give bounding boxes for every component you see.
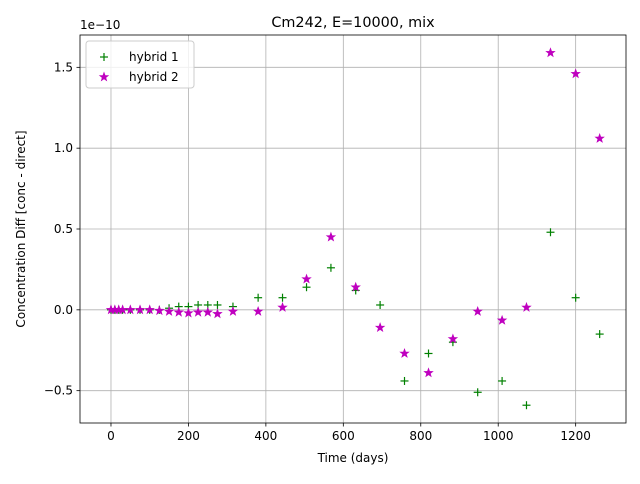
- hybrid-2-data-point: [521, 301, 532, 312]
- hybrid-2-data-point: [125, 304, 136, 315]
- hybrid-2-data-point: [277, 301, 288, 312]
- x-tick-label: 200: [177, 429, 200, 443]
- hybrid-1-data-point: [595, 330, 604, 339]
- x-tick-label: 1200: [560, 429, 591, 443]
- x-tick-label: 800: [409, 429, 432, 443]
- hybrid-2-data-point: [154, 305, 165, 316]
- y-tick-label: 1.0: [54, 141, 73, 155]
- hybrid-2-data-point: [399, 348, 410, 358]
- legend-label-hybrid-1: hybrid 1: [129, 50, 179, 64]
- legend-symbol-hybrid-1: [100, 53, 108, 61]
- legend-label-hybrid-2: hybrid 2: [129, 70, 179, 84]
- tick-layer: 0 200 400 600 800 1000 1200 −0.5 0.0 0.5 1.0 1.5: [44, 60, 591, 443]
- hybrid-2-data-point: [496, 314, 508, 325]
- hybrid-2-data-point: [570, 68, 581, 79]
- x-tick-label: 400: [254, 429, 277, 443]
- hybrid-2-data-point: [173, 306, 184, 317]
- hybrid-2-data-point: [163, 305, 175, 316]
- grid-layer: [80, 35, 626, 423]
- legend-symbol-hybrid-2: [98, 71, 110, 82]
- hybrid-1-data-point: [254, 293, 263, 302]
- hybrid-1-data-point: [473, 388, 482, 397]
- hybrid-1-data-point: [522, 401, 531, 410]
- chart-title: Cm242, E=10000, mix: [271, 15, 435, 31]
- hybrid-2-data-point: [350, 281, 361, 292]
- x-tick-label: 1000: [483, 429, 514, 443]
- x-tick-label: 0: [107, 429, 115, 443]
- hybrid-2-data-point: [202, 306, 213, 317]
- hybrid-1-data-point: [571, 293, 580, 302]
- hybrid-2-data-point: [212, 308, 223, 319]
- y-offset-label: 1e−10: [80, 18, 120, 32]
- series-layer: [105, 47, 605, 410]
- legend-marker-hybrid-2: [98, 71, 110, 82]
- hybrid-2-data-point: [252, 305, 264, 316]
- hybrid-1-data-point: [400, 376, 409, 385]
- hybrid-2-data-point: [227, 305, 239, 316]
- hybrid-1-data-point: [278, 293, 287, 302]
- hybrid-1-data-point: [546, 228, 555, 237]
- hybrid-2-data-point: [192, 306, 204, 317]
- hybrid-1-data-point: [213, 300, 222, 309]
- hybrid-2-data-point: [183, 307, 194, 318]
- x-axis-label: Time (days): [317, 451, 389, 465]
- hybrid-1-data-point: [498, 376, 507, 385]
- y-tick-label: 0.5: [54, 222, 73, 236]
- y-axis-label: Concentration Diff [conc - direct]: [14, 130, 28, 327]
- hybrid-2-data-point: [144, 304, 155, 315]
- hybrid-2-data-point: [374, 322, 386, 333]
- y-tick-label: 1.5: [54, 60, 73, 74]
- hybrid-2-data-point: [447, 333, 459, 344]
- hybrid-1-data-point: [302, 283, 311, 292]
- hybrid-1-data-point: [424, 349, 433, 358]
- hybrid-1-data-point: [326, 263, 335, 272]
- series-hybrid-2: [105, 47, 605, 378]
- hybrid-1-data-point: [376, 300, 385, 309]
- legend: hybrid 1 hybrid 2: [85, 40, 195, 89]
- hybrid-2-data-point: [325, 231, 337, 242]
- y-tick-label: 0.0: [54, 303, 73, 317]
- hybrid-2-data-point: [594, 132, 605, 143]
- x-tick-label: 600: [332, 429, 355, 443]
- hybrid-2-data-point: [301, 273, 312, 284]
- hybrid-2-data-point: [472, 305, 483, 316]
- hybrid-2-data-point: [134, 304, 146, 315]
- legend-marker-hybrid-1: [100, 53, 108, 61]
- legend-frame: [85, 40, 195, 89]
- hybrid-2-data-point: [545, 47, 556, 58]
- hybrid-2-data-point: [423, 367, 434, 378]
- y-tick-label: −0.5: [44, 384, 73, 398]
